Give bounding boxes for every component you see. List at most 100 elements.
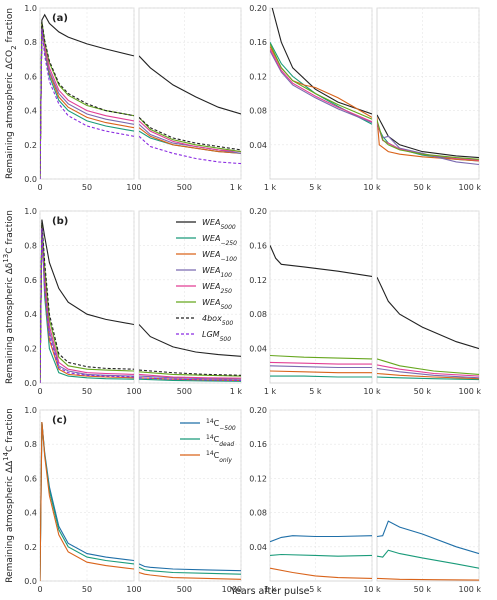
x-tick-label: 0 [37, 585, 42, 594]
series-line-WEA5000 [377, 114, 479, 159]
series-line-WEA500 [377, 358, 479, 375]
series-line-WEA500 [270, 354, 372, 360]
series-line-WEA-100 [270, 370, 372, 374]
x-tick-label: 500 [177, 183, 192, 192]
y-tick-label: 0.6 [24, 474, 37, 483]
subplot-frame [376, 210, 480, 384]
series-line-WEA-100 [270, 46, 372, 118]
series-line-WEA500 [139, 117, 241, 153]
series-line-C14only [377, 577, 479, 581]
legend-label: 14Conly [206, 450, 232, 464]
legend-label: 14Cdead [206, 434, 234, 448]
series-line-WEA5000 [271, 8, 372, 115]
y-tick-label: 0.20 [249, 4, 267, 13]
x-tick-label: 1 k [264, 183, 277, 192]
y-tick-label: 0.04 [249, 543, 267, 552]
y-tick-label: 0.16 [249, 440, 267, 449]
x-tick-label: 1 k [264, 585, 277, 594]
series-line-WEA-250 [139, 378, 241, 382]
series-group [377, 114, 479, 166]
subplot-frame [376, 409, 480, 582]
x-tick-label: 5 k [309, 183, 322, 192]
series-group [270, 245, 372, 378]
panel-label: (c) [52, 415, 67, 426]
x-tick-label: 100 k [459, 585, 482, 594]
y-tick-label: 0.0 [24, 379, 37, 388]
y-tick-label: 0.04 [249, 141, 267, 150]
subplot-frame [269, 7, 373, 180]
legend-label: 4box500 [202, 314, 233, 327]
x-tick-label: 50 k [414, 585, 432, 594]
x-tick-label: 50 k [414, 183, 432, 192]
series-line-C14dead [40, 421, 134, 581]
y-tick-label: 1.0 [24, 4, 37, 13]
series-line-WEA100 [139, 375, 241, 380]
series-line-WEA5000 [40, 219, 134, 383]
panel-row-2: 0.0 0.2 0.4 0.6 0.8 1.0 0.04 0.08 0.12 0.16 0.20 0 5… [2, 207, 481, 396]
series-line-C14dead [377, 549, 479, 569]
series-line-C14m500 [270, 535, 372, 543]
series-line-LGM500 [139, 377, 241, 381]
series-line-4box500 [40, 222, 134, 383]
y-axis-label: Remaining atmospheric ΔCO2 fraction [5, 8, 18, 179]
series-line-WEA-100 [377, 372, 479, 380]
y-tick-label: 0.0 [24, 577, 37, 586]
y-tick-label: 0.4 [24, 310, 37, 319]
series-group [139, 563, 241, 580]
y-tick-label: 0.16 [249, 241, 267, 250]
y-tick-label: 0.6 [24, 72, 37, 81]
y-tick-label: 0.8 [24, 38, 37, 47]
y-tick-label: 0.20 [249, 406, 267, 415]
y-tick-label: 0.2 [24, 141, 37, 150]
series-group [40, 421, 134, 581]
legend-label: WEA500 [202, 298, 232, 311]
x-tick-label: 50 [82, 183, 92, 192]
legend-c14: 14C−500 14Cdead 14Conly [180, 418, 236, 464]
series-line-WEA-250 [377, 124, 479, 162]
y-tick-label: 0.08 [249, 509, 267, 518]
series-line-WEA5000 [377, 276, 479, 350]
x-axis-label: Years after pulse [229, 586, 309, 597]
series-line-WEA5000 [139, 324, 241, 357]
series-line-WEA250 [377, 122, 479, 161]
x-tick-label: 100 [126, 585, 141, 594]
series-line-LGM500 [139, 135, 241, 165]
legend-label: 14C−500 [206, 418, 236, 432]
series-line-C14dead [270, 553, 372, 557]
legend-model-runs: WEA5000 WEA−250 WEA−100 WEA100 WEA250 WEA500 4… [176, 218, 237, 343]
series-line-WEA500 [40, 222, 134, 383]
subplot-frame [376, 7, 480, 180]
x-tick-label: 50 k [414, 387, 432, 396]
x-tick-label: 50 [82, 585, 92, 594]
series-line-WEA500 [377, 119, 479, 160]
series-line-WEA5000 [40, 13, 134, 179]
series-line-WEA250 [139, 373, 241, 379]
series-line-C14only [40, 421, 134, 581]
y-tick-label: 0.4 [24, 509, 37, 518]
series-line-WEA250 [377, 364, 479, 377]
series-line-LGM500 [40, 228, 134, 383]
y-tick-label: 0.0 [24, 175, 37, 184]
y-tick-label: 0.08 [249, 107, 267, 116]
series-group [139, 324, 241, 382]
series-line-WEA100 [270, 50, 372, 124]
x-tick-label: 1 k [230, 183, 243, 192]
series-line-C14m500 [377, 520, 479, 555]
series-line-C14m500 [139, 563, 241, 572]
subplot-frame [138, 210, 242, 384]
series-line-4box500 [40, 21, 134, 179]
series-group [270, 535, 372, 579]
series-line-WEA100 [377, 367, 479, 379]
y-tick-label: 0.12 [249, 72, 267, 81]
series-line-C14only [139, 571, 241, 580]
y-tick-label: 0.08 [249, 310, 267, 319]
series-group [139, 55, 241, 165]
series-line-WEA-100 [377, 117, 479, 162]
legend-label: WEA−250 [202, 234, 237, 247]
series-line-WEA500 [139, 371, 241, 377]
y-tick-label: 0.12 [249, 276, 267, 285]
x-tick-label: 500 [177, 585, 192, 594]
y-tick-label: 1.0 [24, 207, 37, 216]
series-line-4box500 [139, 116, 241, 151]
